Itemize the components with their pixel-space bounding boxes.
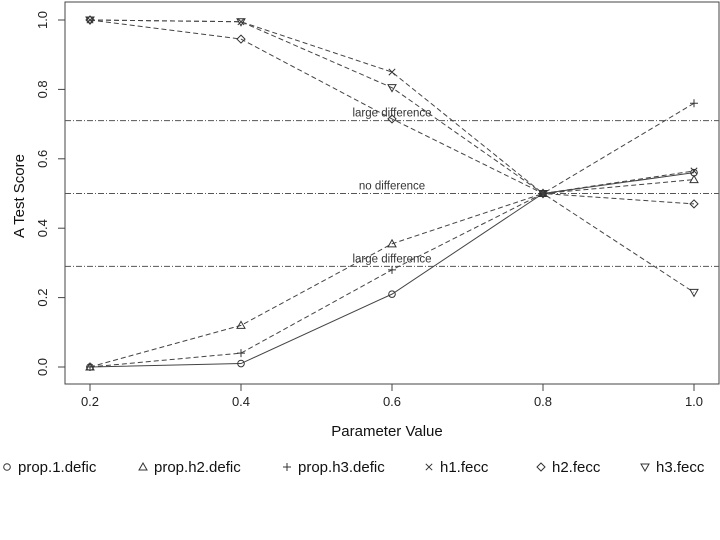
series-line [89, 19, 695, 205]
legend-label: prop.1.defic [18, 459, 97, 476]
data-point [236, 320, 246, 329]
legend-marker [536, 462, 546, 472]
legend-label: h1.fecc [440, 459, 489, 476]
legend-item-prop.h3.defic: prop.h3.defic [283, 459, 385, 476]
data-point [387, 114, 397, 124]
legend-marker [3, 463, 11, 471]
series-line [89, 19, 695, 293]
x-tick-label: 1.0 [685, 394, 703, 409]
data-point [387, 238, 397, 248]
data-point [689, 288, 699, 298]
data-point [538, 190, 548, 199]
legend-label: h2.fecc [552, 459, 601, 476]
legend-label: h3.fecc [656, 459, 705, 476]
x-tick-label: 0.6 [383, 394, 401, 409]
data-point [236, 34, 246, 44]
data-point [85, 16, 95, 26]
legend-item-h2.fecc: h2.fecc [536, 459, 601, 476]
data-point [690, 167, 698, 175]
data-point [388, 265, 396, 274]
x-tick-label: 0.2 [81, 394, 99, 409]
legend-marker [425, 463, 433, 471]
legend-item-h3.fecc: h3.fecc [640, 459, 705, 476]
y-tick-label: 0.6 [35, 150, 50, 168]
series-prop.h3.defic [86, 99, 698, 371]
x-axis-title: Parameter Value [331, 423, 442, 440]
series-lines [85, 15, 699, 371]
series-line [89, 102, 695, 368]
data-point [689, 199, 699, 209]
data-point [388, 68, 396, 76]
data-point [86, 363, 94, 371]
data-point [237, 349, 245, 358]
data-point [237, 359, 245, 368]
x-tick-label: 0.4 [232, 394, 250, 409]
legend-item-prop.h2.defic: prop.h2.defic [138, 459, 241, 476]
legend-item-h1.fecc: h1.fecc [425, 459, 489, 476]
series-h3.fecc [85, 16, 699, 298]
y-tick-label: 0.2 [35, 289, 50, 307]
series-line [89, 172, 695, 368]
legend-label: prop.h2.defic [154, 459, 241, 476]
data-point [237, 18, 245, 26]
legend-marker [640, 463, 650, 473]
reference-line-label: no difference [359, 181, 425, 193]
legend-marker [138, 461, 148, 471]
y-tick-label: 0.0 [35, 358, 50, 376]
data-point [690, 99, 698, 108]
x-tick-label: 0.8 [534, 394, 552, 409]
legend-label: prop.h3.defic [298, 459, 385, 476]
data-point [236, 18, 246, 27]
series-line [89, 179, 695, 368]
legend-item-prop.1.defic: prop.1.defic [3, 459, 97, 476]
y-tick-label: 1.0 [35, 11, 50, 29]
reference-line-label: large difference [352, 108, 431, 120]
y-tick-label: 0.4 [35, 219, 50, 237]
legend: prop.1.defic prop.h2.defic prop.h3.defic h1… [3, 459, 705, 476]
reference-lines: large difference no difference large diffe… [65, 108, 719, 267]
y-axis-title: A Test Score [11, 154, 28, 238]
data-point [387, 84, 397, 93]
reference-line-label: large difference [352, 253, 431, 265]
data-point [689, 174, 699, 184]
y-tick-label: 0.8 [35, 80, 50, 98]
y-axis: 0.0 0.2 0.4 0.6 0.8 1.0 [35, 11, 65, 376]
plot-frame [64, 1, 720, 385]
data-point [388, 290, 396, 298]
x-axis: 0.2 0.4 0.6 0.8 1.0 [81, 383, 703, 409]
legend-marker [283, 463, 291, 471]
